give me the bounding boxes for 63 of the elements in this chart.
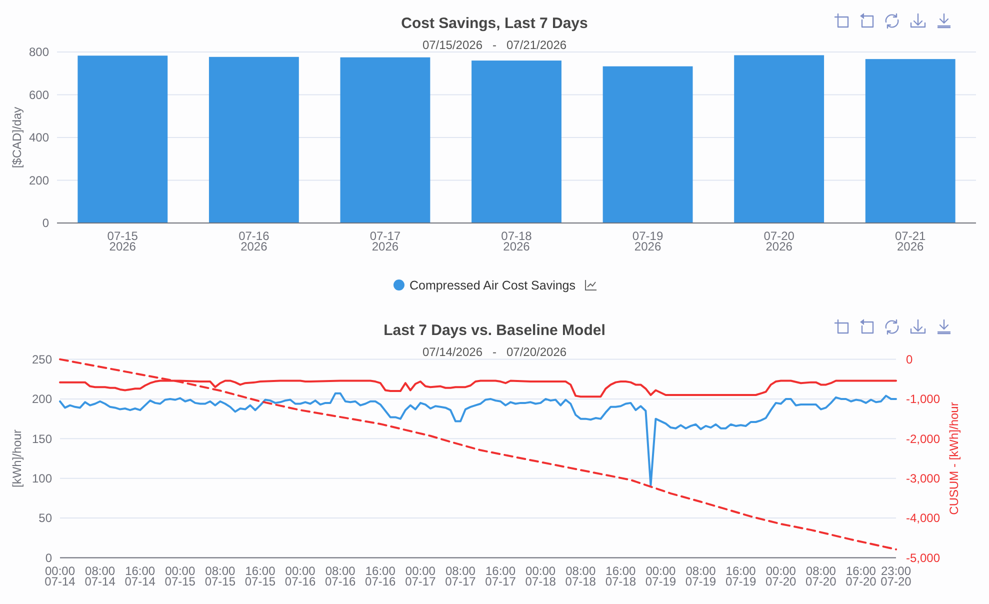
x-tick-label: 07-16 2026 [238,229,270,254]
y-tick-label: 50 [38,511,52,526]
x-tick-label: 00:00 07-17 [405,564,436,588]
x-tick-label: 08:00 07-17 [445,564,476,588]
bar [602,66,693,223]
y-tick-label: 0 [42,216,50,230]
y-tick-label: 200 [32,392,52,406]
legend-label: Compressed Air Cost Savings [409,278,576,292]
x-tick-label: 00:00 07-18 [525,564,556,588]
x-tick-label: 00:00 07-20 [766,564,797,588]
y-tick-label: 100 [32,472,52,486]
y2-tick-label: -2,000 [906,432,940,446]
x-tick-label: 07-17 2026 [370,229,401,254]
bar [78,56,168,223]
chart-title: Cost Savings, Last 7 Days [401,15,588,32]
x-tick-label: 16:00 07-19 [725,564,756,588]
x-tick-label: 08:00 07-14 [84,564,116,588]
y-axis-title: [kWh]/hour [10,429,24,488]
chart-subtitle: 07/14/2026 - 07/20/2026 [422,345,567,359]
x-tick-label: 07-20 2026 [764,229,795,254]
bar [340,57,430,223]
bar [865,59,956,223]
x-tick-label: 08:00 07-19 [685,564,716,588]
x-tick-label: 23:00 07-20 [880,564,912,588]
x-tick-label: 00:00 07-15 [164,564,196,588]
bar [734,55,824,223]
x-tick-label: 00:00 07-14 [44,564,76,588]
y-tick-label: 250 [32,352,52,366]
y2-tick-label: -1,000 [906,392,940,406]
x-tick-label: 16:00 07-18 [605,564,636,588]
y-tick-label: 150 [32,432,52,446]
chart-title: Last 7 Days vs. Baseline Model [384,322,606,339]
x-tick-label: 16:00 07-20 [846,564,877,588]
bar [208,56,299,223]
x-tick-label: 16:00 07-15 [244,564,276,588]
y2-axis-title: CUSUM - [kWh]/hour [947,402,962,515]
x-tick-label: 07-19 2026 [632,229,664,254]
x-tick-label: 08:00 07-20 [806,564,837,588]
y-axis-title: [$CAD]/day [10,106,24,168]
y-tick-label: 400 [28,130,50,145]
x-tick-label: 07-21 2026 [895,229,926,254]
y-tick-label: 0 [45,550,52,565]
x-tick-label: 00:00 07-16 [284,564,316,588]
line-series [59,392,897,486]
x-tick-label: 07-15 2026 [107,229,138,254]
y2-tick-label: -4,000 [906,511,940,526]
y-tick-label: 800 [28,45,50,60]
x-tick-label: 07-18 2026 [501,229,532,254]
bar [472,60,562,223]
y-tick-label: 600 [28,88,50,102]
x-tick-label: 08:00 07-16 [324,564,356,588]
x-tick-label: 00:00 07-19 [645,564,676,588]
x-tick-label: 16:00 07-14 [124,564,156,588]
x-tick-label: 08:00 07-15 [204,564,236,588]
y2-tick-label: 0 [906,352,913,366]
y2-tick-label: -3,000 [906,472,940,486]
x-tick-label: 16:00 07-16 [365,564,396,588]
chart-subtitle: 07/15/2026 - 07/21/2026 [422,38,567,52]
y2-tick-label: -5,000 [906,550,940,565]
x-tick-label: 16:00 07-17 [485,564,516,588]
y-tick-label: 200 [28,173,50,188]
line-series [59,358,897,550]
x-tick-label: 08:00 07-18 [565,564,596,588]
